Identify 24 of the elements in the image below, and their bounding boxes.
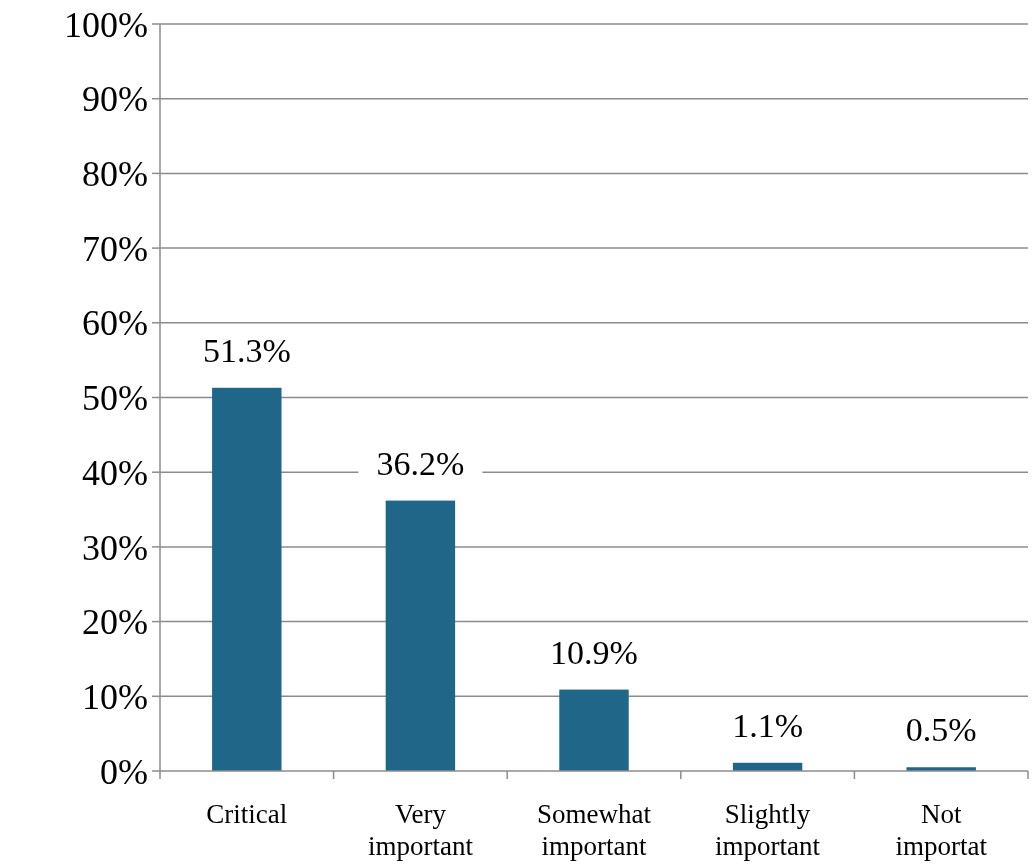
y-tick-label: 90% — [82, 79, 148, 120]
y-tick-label: 100% — [64, 4, 148, 45]
data-label: 51.3% — [202, 331, 291, 369]
y-tick-label: 40% — [82, 452, 148, 493]
y-tick-label: 70% — [82, 228, 148, 269]
bar — [559, 689, 629, 771]
y-tick-label: 50% — [82, 378, 148, 419]
data-label: 0.5% — [905, 711, 977, 749]
x-tick-label: Somewhat important — [537, 799, 652, 861]
x-tick-label: Very important — [367, 799, 474, 861]
y-tick-label: 0% — [100, 751, 148, 792]
y-tick-label: 30% — [82, 527, 148, 568]
y-tick-label: 60% — [82, 303, 148, 344]
data-label: 36.2% — [376, 444, 465, 482]
y-tick-label: 10% — [82, 676, 148, 717]
x-tick-label: Slightly important — [715, 799, 821, 861]
x-tick-label: Not importat — [895, 799, 988, 861]
x-tick-label: Critical — [206, 799, 288, 829]
bar — [385, 500, 456, 771]
y-tick-label: 80% — [82, 154, 148, 194]
bar — [212, 387, 282, 771]
y-tick-label: 20% — [82, 602, 148, 643]
data-label: 1.1% — [732, 706, 804, 744]
data-label: 10.9% — [550, 633, 638, 671]
